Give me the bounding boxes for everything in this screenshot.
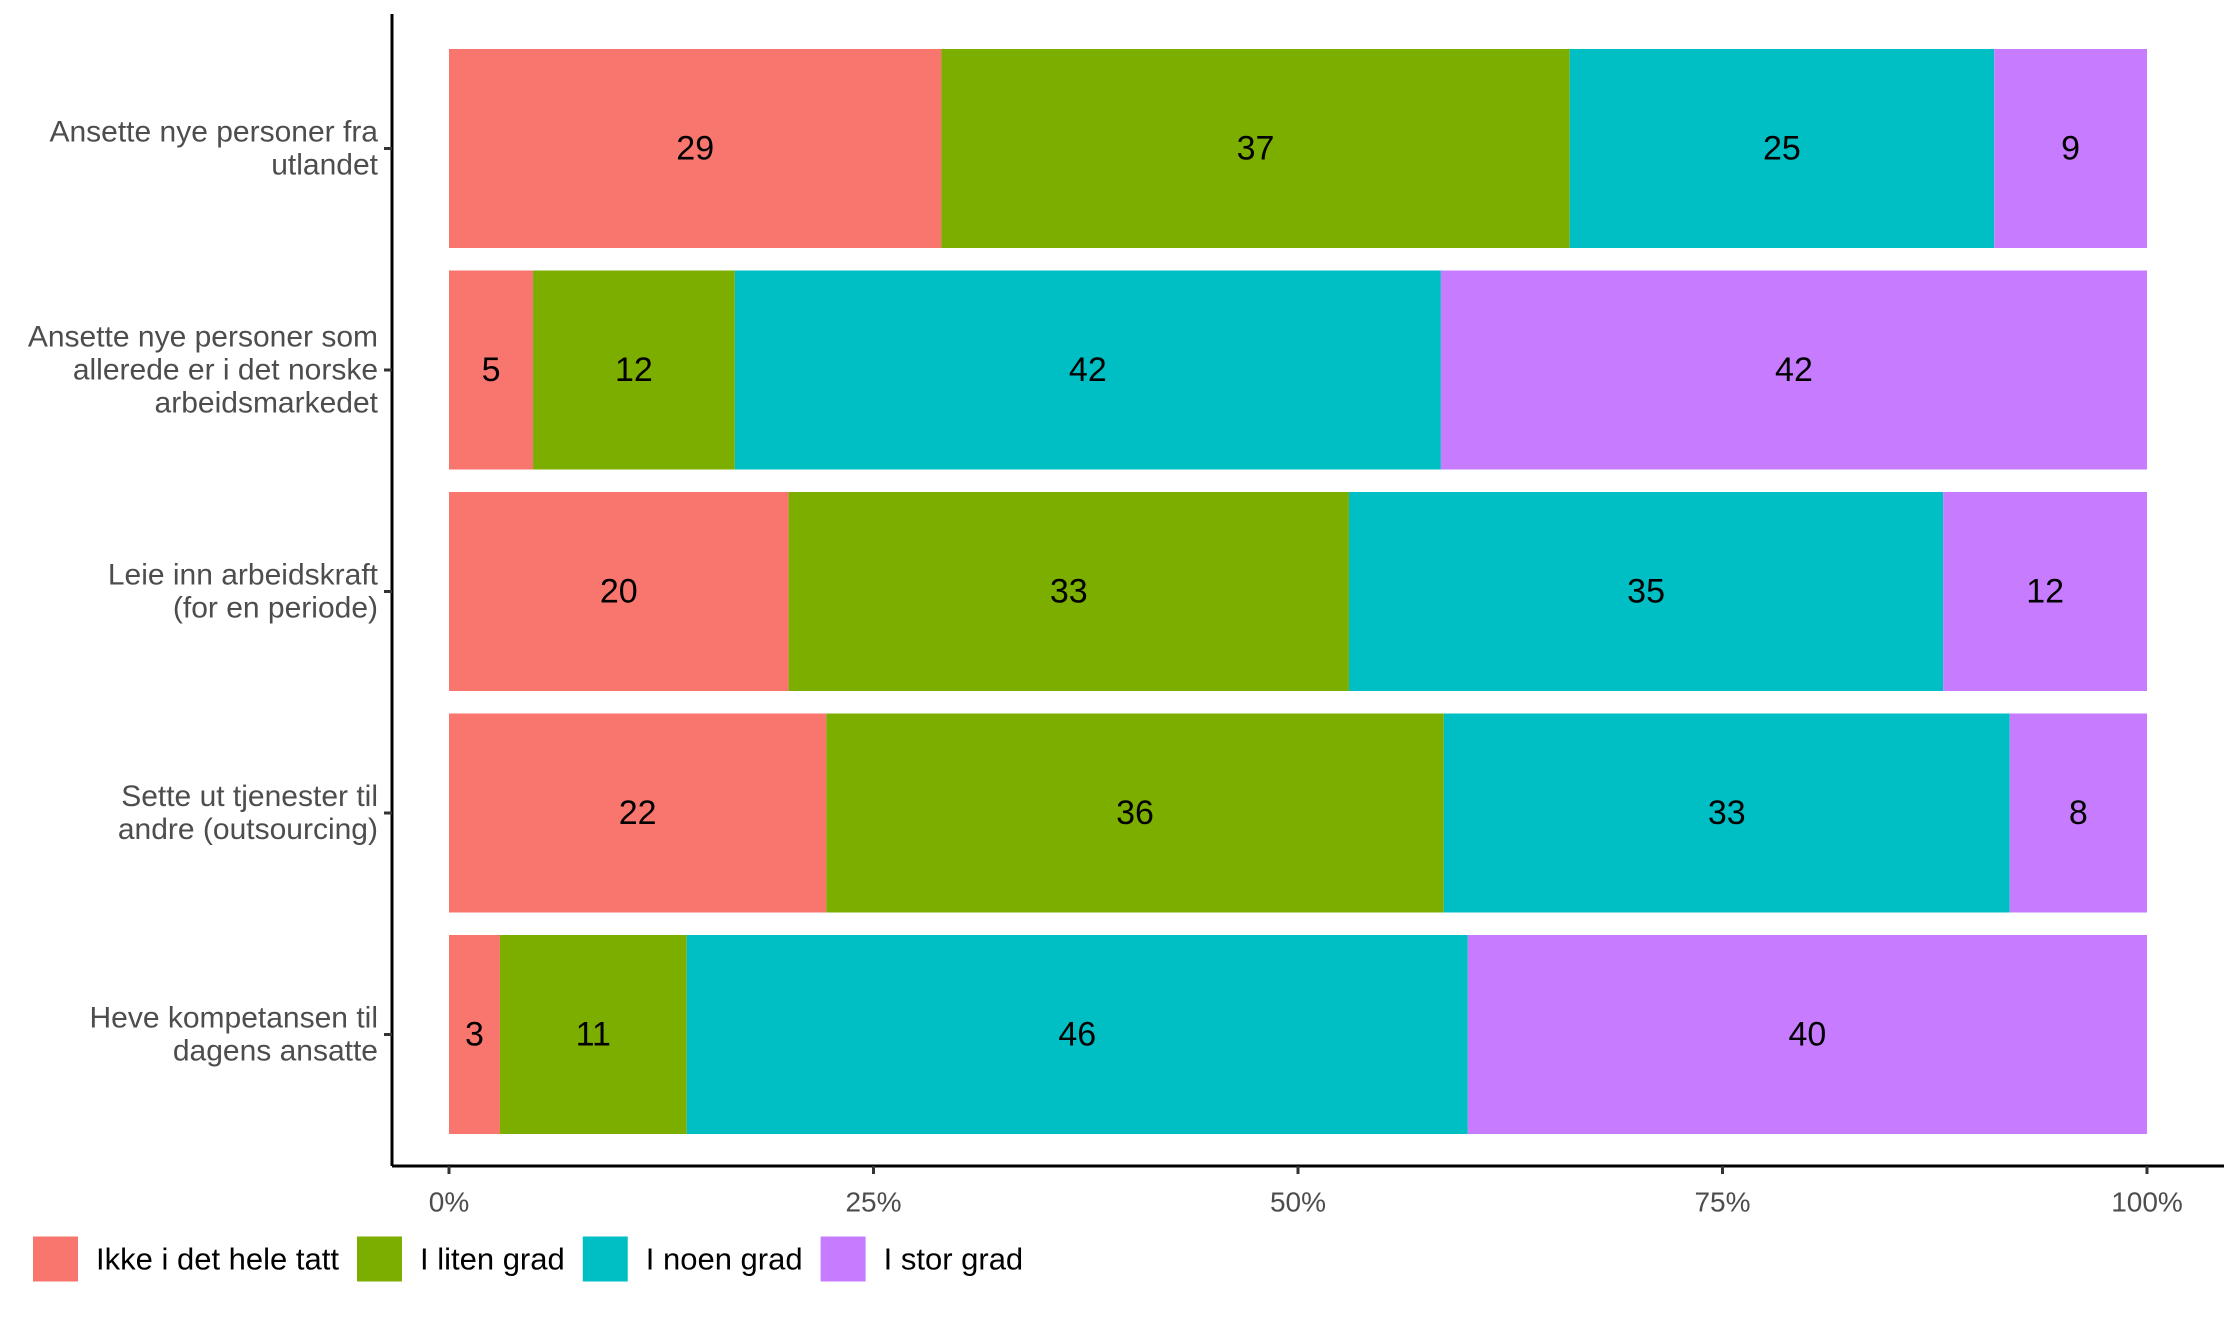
bar-segment-ikke-i-det-hele-tatt-5 <box>449 935 500 1134</box>
category-label-line: Sette ut tjenester til <box>121 780 378 813</box>
bars-layer: 29 37 25 9 5 12 42 42 20 33 35 12 22 36 33 8 3 11 46 40 <box>449 49 2147 1134</box>
bar-segment-i-noen-grad-3 <box>1348 492 1944 691</box>
category-label-line: dagens ansatte <box>173 1035 378 1068</box>
bar-value-label: 20 <box>600 573 638 611</box>
bar-value-label: 33 <box>1708 794 1746 832</box>
bar-value-label: 35 <box>1627 573 1665 611</box>
bar-segment-i-liten-grad-1 <box>941 49 1570 248</box>
bar-value-label: 46 <box>1058 1016 1096 1054</box>
bar-value-label: 42 <box>1775 351 1813 389</box>
category-label-line: utlandet <box>271 149 378 182</box>
x-tick-label: 75% <box>1694 1187 1750 1218</box>
bar-segment-ikke-i-det-hele-tatt-2 <box>449 270 534 470</box>
bar-segment-ikke-i-det-hele-tatt-4 <box>449 713 827 913</box>
bar-segment-i-stor-grad-4 <box>2009 713 2147 913</box>
bar-value-label: 40 <box>1788 1016 1826 1054</box>
bar-segment-i-liten-grad-4 <box>826 713 1444 913</box>
bar-segment-i-liten-grad-5 <box>499 935 687 1134</box>
bar-segment-i-stor-grad-5 <box>1467 935 2147 1134</box>
bar-segment-i-stor-grad-2 <box>1440 270 2147 470</box>
bar-value-label: 22 <box>619 794 657 832</box>
legend-key-i-liten-grad <box>356 1236 402 1282</box>
category-label-line: (for en periode) <box>173 592 378 625</box>
bar-value-label: 12 <box>615 351 653 389</box>
bar-segment-i-noen-grad-4 <box>1443 713 2010 913</box>
bar-segment-i-liten-grad-2 <box>533 270 735 470</box>
bar-value-label: 12 <box>2026 573 2064 611</box>
bar-value-label: 9 <box>2061 130 2080 168</box>
bar-segment-ikke-i-det-hele-tatt-3 <box>449 492 789 691</box>
x-tick-label: 100% <box>2111 1187 2183 1218</box>
x-tick-label: 0% <box>429 1187 469 1218</box>
category-label-line: arbeidsmarkedet <box>155 387 379 420</box>
bar-value-label: 8 <box>2069 794 2088 832</box>
legend-key-ikke-i-det-hele-tatt <box>33 1236 78 1282</box>
category-label-line: allerede er i det norske <box>73 354 378 387</box>
bar-value-label: 37 <box>1237 130 1275 168</box>
x-tick-label: 25% <box>845 1187 901 1218</box>
bar-value-label: 5 <box>482 351 501 389</box>
legend-label-i-stor-grad: I stor grad <box>884 1242 1024 1277</box>
bar-value-label: 3 <box>465 1016 484 1054</box>
category-label-line: Leie inn arbeidskraft <box>108 559 379 592</box>
bar-value-label: 11 <box>576 1016 611 1054</box>
bar-segment-ikke-i-det-hele-tatt-1 <box>449 49 942 248</box>
bar-segment-i-liten-grad-3 <box>788 492 1349 691</box>
legend-label-i-liten-grad: I liten grad <box>420 1242 565 1277</box>
legend-label-i-noen-grad: I noen grad <box>646 1242 803 1277</box>
bar-segment-i-noen-grad-2 <box>734 270 1441 470</box>
category-label-line: andre (outsourcing) <box>118 813 378 846</box>
bar-segment-i-noen-grad-5 <box>686 935 1468 1134</box>
legend-key-i-noen-grad <box>582 1236 628 1282</box>
bar-value-label: 42 <box>1069 351 1107 389</box>
category-label-line: Ansette nye personer som <box>28 321 378 354</box>
bar-segment-i-stor-grad-3 <box>1943 492 2147 691</box>
axes-layer <box>384 14 2224 1174</box>
category-label-line: Ansette nye personer fra <box>49 116 378 149</box>
x-tick-label: 50% <box>1270 1187 1326 1218</box>
bar-value-label: 33 <box>1050 573 1088 611</box>
bar-value-label: 36 <box>1116 794 1154 832</box>
bar-value-label: 25 <box>1763 130 1801 168</box>
bar-value-label: 29 <box>676 130 714 168</box>
category-label-line: Heve kompetansen til <box>90 1002 379 1035</box>
bar-segment-i-stor-grad-1 <box>1994 49 2147 248</box>
legend: Ikke i det hele tatt I liten grad I noen g… <box>33 1236 1024 1282</box>
legend-label-ikke-i-det-hele-tatt: Ikke i det hele tatt <box>96 1242 339 1277</box>
legend-key-i-stor-grad <box>820 1236 866 1282</box>
x-tick-labels: 0% 25% 50% 75% 100% <box>429 1187 2183 1218</box>
bar-segment-i-noen-grad-1 <box>1569 49 1995 248</box>
